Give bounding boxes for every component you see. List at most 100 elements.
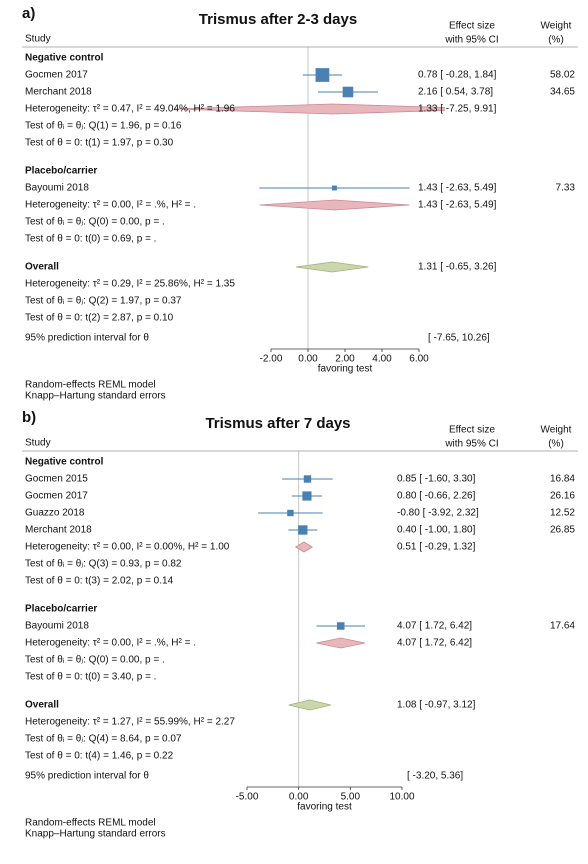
pooled-estimate (173, 103, 445, 115)
plot-shapes (173, 68, 445, 273)
study-estimate (342, 86, 354, 98)
test-label: Test of θᵢ = θⱼ: Q(3) = 0.93, p = 0.82 (25, 559, 182, 570)
prediction-label: 95% prediction interval for θ (25, 333, 149, 344)
plot-text: b) Trismus after 7 days Study Effect size wi… (22, 409, 575, 840)
study-label: Bayoumi 2018 (25, 183, 89, 194)
pooled-estimate (259, 199, 410, 211)
study-label: Gocmen 2017 (25, 491, 88, 502)
test-label: Test of θ = 0: t(3) = 2.02, p = 0.14 (25, 576, 174, 587)
group-label: Placebo/carrier (25, 166, 97, 177)
weight-label: 16.84 (550, 474, 575, 485)
study-label: Merchant 2018 (25, 87, 92, 98)
effect-size-label: 1.43 [ -2.63, 5.49] (418, 183, 497, 194)
x-tick-label: 5.00 (341, 792, 361, 803)
column-header: Weight (541, 425, 572, 436)
weight-label: 7.33 (556, 183, 576, 194)
weight-label: 26.16 (550, 491, 575, 502)
effect-size-label: 0.80 [ -0.66, 2.26] (397, 491, 476, 502)
study-estimate (302, 491, 312, 501)
x-tick-label: 6.00 (409, 354, 429, 365)
heterogeneity-label: Heterogeneity: τ² = 0.00, I² = .%, H² = … (25, 638, 196, 649)
chart-title: Trismus after 2-3 days (199, 11, 357, 28)
column-header: (%) (548, 35, 564, 46)
note: Knapp–Hartung standard errors (25, 829, 166, 840)
chart-title: Trismus after 7 days (205, 415, 350, 432)
weight-label: 34.65 (550, 87, 575, 98)
plot-shapes (258, 475, 366, 711)
heterogeneity-label: Heterogeneity: τ² = 0.00, I² = .%, H² = … (25, 200, 196, 211)
effect-size-label: -0.80 [ -3.92, 2.32] (397, 508, 479, 519)
test-label: Test of θ = 0: t(1) = 1.97, p = 0.30 (25, 138, 174, 149)
pooled-estimate (294, 541, 314, 553)
heterogeneity-label: Heterogeneity: τ² = 0.47, I² = 49.04%, H… (25, 104, 235, 115)
x-tick-label: 10.00 (389, 792, 414, 803)
study-estimate (298, 525, 308, 535)
heterogeneity-label: Heterogeneity: τ² = 0.00, I² = 0.00%, H²… (25, 542, 230, 553)
test-label: Test of θᵢ = θⱼ: Q(0) = 0.00, p = . (25, 217, 165, 228)
effect-size-label: 2.16 [ 0.54, 3.78] (418, 87, 493, 98)
effect-size-label: 4.07 [ 1.72, 6.42] (397, 621, 472, 632)
x-tick-label: -2.00 (260, 354, 283, 365)
heterogeneity-label: Heterogeneity: τ² = 0.29, I² = 25.86%, H… (25, 279, 235, 290)
study-label: Gocmen 2017 (25, 70, 88, 81)
weight-label: 58.02 (550, 70, 575, 81)
test-label: Test of θᵢ = θⱼ: Q(0) = 0.00, p = . (25, 655, 165, 666)
test-label: Test of θᵢ = θⱼ: Q(1) = 1.96, p = 0.16 (25, 121, 182, 132)
test-label: Test of θᵢ = θⱼ: Q(2) = 1.97, p = 0.37 (25, 296, 182, 307)
effect-size-label: 1.08 [ -0.97, 3.12] (397, 700, 476, 711)
group-label: Overall (25, 262, 59, 273)
study-label: Gocmen 2015 (25, 474, 88, 485)
x-tick-label: 0.00 (298, 354, 318, 365)
effect-size-label: 1.33 [ -7.25, 9.91] (418, 104, 497, 115)
column-header: Effect size (449, 425, 495, 436)
overall-estimate (288, 699, 331, 711)
effect-size-label: 4.07 [ 1.72, 6.42] (397, 638, 472, 649)
x-tick-label: 0.00 (289, 792, 309, 803)
group-label: Overall (25, 700, 59, 711)
column-header: Weight (541, 21, 572, 32)
study-estimate (315, 68, 330, 82)
test-label: Test of θ = 0: t(0) = 3.40, p = . (25, 672, 156, 683)
prediction-label: 95% prediction interval for θ (25, 771, 149, 782)
column-header: Study (25, 34, 51, 45)
effect-size-label: 1.43 [ -2.63, 5.49] (418, 200, 497, 211)
heterogeneity-label: Heterogeneity: τ² = 1.27, I² = 55.99%, H… (25, 717, 235, 728)
study-estimate (332, 185, 337, 191)
group-label: Negative control (25, 457, 104, 468)
x-axis-label: favoring test (318, 364, 373, 375)
effect-size-label: 1.31 [ -0.65, 3.26] (418, 262, 497, 273)
study-estimate (336, 622, 345, 630)
x-tick-label: 4.00 (372, 354, 392, 365)
column-header: (%) (548, 439, 564, 450)
note: Random-effects REML model (25, 818, 156, 829)
study-label: Bayoumi 2018 (25, 621, 89, 632)
prediction-interval-label: [ -7.65, 10.26] (428, 333, 490, 344)
test-label: Test of θ = 0: t(2) = 2.87, p = 0.10 (25, 313, 174, 324)
test-label: Test of θᵢ = θⱼ: Q(4) = 8.64, p = 0.07 (25, 734, 182, 745)
study-estimate (287, 509, 294, 517)
effect-size-label: 0.85 [ -1.60, 3.30] (397, 474, 476, 485)
pooled-estimate (316, 637, 366, 649)
x-axis-label: favoring test (297, 802, 352, 813)
plot-text: a) Trismus after 2-3 days Study Effect size… (22, 5, 575, 402)
weight-label: 12.52 (550, 508, 575, 519)
effect-size-label: 0.51 [ -0.29, 1.32] (397, 542, 476, 553)
group-label: Placebo/carrier (25, 604, 97, 615)
panel-label: a) (22, 5, 35, 22)
study-estimate (303, 475, 312, 483)
overall-estimate (295, 261, 369, 273)
panel-label: b) (22, 409, 36, 426)
effect-size-label: 0.78 [ -0.28, 1.84] (418, 70, 497, 81)
study-label: Merchant 2018 (25, 525, 92, 536)
column-header: Study (25, 438, 51, 449)
note: Random-effects REML model (25, 380, 156, 391)
prediction-interval-label: [ -3.20, 5.36] (407, 771, 463, 782)
column-header: with 95% CI (444, 35, 498, 46)
weight-label: 26.85 (550, 525, 575, 536)
test-label: Test of θ = 0: t(0) = 0.69, p = . (25, 234, 156, 245)
x-tick-label: 2.00 (335, 354, 355, 365)
test-label: Test of θ = 0: t(4) = 1.46, p = 0.22 (25, 751, 174, 762)
study-label: Guazzo 2018 (25, 508, 85, 519)
note: Knapp–Hartung standard errors (25, 391, 166, 402)
